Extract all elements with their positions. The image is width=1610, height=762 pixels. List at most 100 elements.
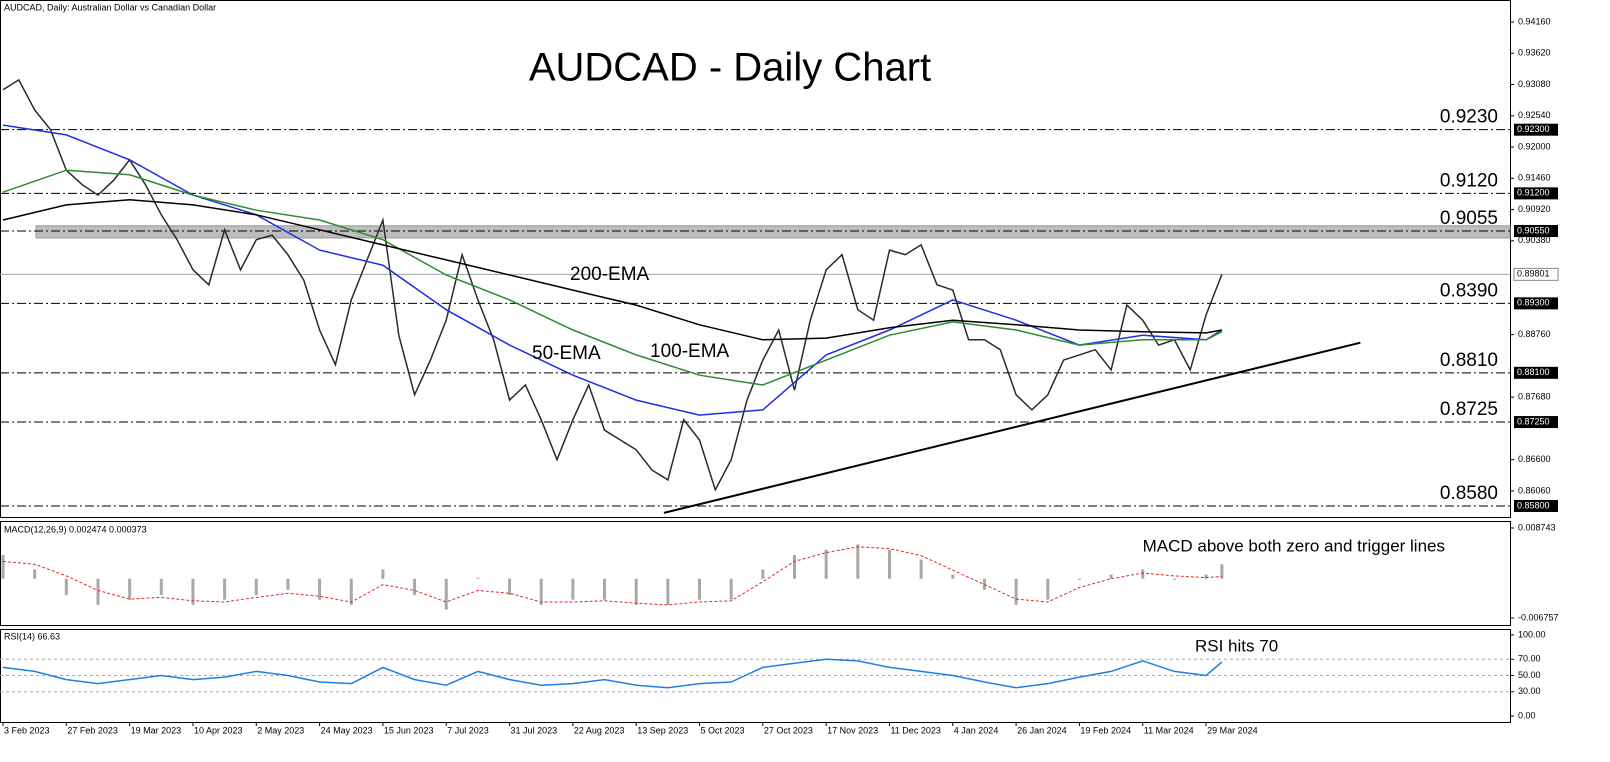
y-tick-label: 0.94160 xyxy=(1518,16,1551,26)
macd-bar xyxy=(824,549,828,579)
macd-bar xyxy=(919,559,923,579)
signal-line xyxy=(2,546,1222,606)
y-tick-label: 0.86060 xyxy=(1518,485,1551,495)
level-box xyxy=(1514,500,1558,512)
macd-bar xyxy=(476,577,480,579)
macd-bar xyxy=(33,569,37,579)
y-tick-label: 30.00 xyxy=(1518,686,1541,696)
panel-frame xyxy=(0,0,1511,518)
macd-bar xyxy=(349,578,353,605)
panel-frame xyxy=(0,521,1511,626)
macd-bar xyxy=(318,578,322,600)
level-box-label: 0.90550 xyxy=(1517,225,1550,235)
series-annotation: 200-EMA xyxy=(570,264,650,285)
y-tick-label: 0.91460 xyxy=(1518,173,1551,183)
chart-title: AUDCAD - Daily Chart xyxy=(529,46,931,90)
y-tick-label: 0.00 xyxy=(1518,710,1536,720)
macd-bar xyxy=(381,569,385,579)
macd-bar xyxy=(1141,569,1145,579)
series-line xyxy=(2,658,1223,689)
x-tick-label: 29 Mar 2024 xyxy=(1207,725,1258,735)
macd-bar xyxy=(191,578,195,605)
x-tick-label: 26 Jan 2024 xyxy=(1017,725,1067,735)
x-tick-label: 2 May 2023 xyxy=(257,725,304,735)
x-tick-label: 27 Oct 2023 xyxy=(764,725,813,735)
macd-bar xyxy=(1,554,5,579)
macd-bar xyxy=(1014,578,1018,605)
macd-bar xyxy=(96,578,100,605)
chart-subtitle: AUDCAD, Daily: Australian Dollar vs Cana… xyxy=(4,2,216,12)
level-box-label: 0.88100 xyxy=(1517,367,1550,377)
level-text: 0.9055 xyxy=(1440,208,1498,229)
macd-bar xyxy=(1109,574,1113,579)
macd-bar xyxy=(1220,564,1224,579)
trendline xyxy=(663,341,1361,514)
x-tick-label: 10 Apr 2023 xyxy=(194,725,243,735)
macd-bar xyxy=(666,578,670,605)
series-line xyxy=(2,169,1223,386)
level-box xyxy=(1514,366,1558,379)
x-tick-label: 22 Aug 2023 xyxy=(574,725,625,735)
macd-bar xyxy=(254,578,258,596)
rsi-note: RSI hits 70 xyxy=(1195,636,1278,655)
x-tick-label: 19 Mar 2023 xyxy=(131,725,182,735)
macd-bar xyxy=(571,578,575,600)
resistance-zone xyxy=(35,225,1511,239)
y-tick-label: 0.90380 xyxy=(1518,235,1551,245)
macd-bar xyxy=(413,578,417,596)
last-price-label: 0.89801 xyxy=(1517,269,1550,279)
level-text: 0.9120 xyxy=(1440,170,1498,191)
x-tick-label: 3 Feb 2023 xyxy=(4,725,50,735)
level-box-label: 0.85800 xyxy=(1517,500,1550,510)
y-tick-label: 70.00 xyxy=(1518,654,1541,664)
level-text: 0.9230 xyxy=(1440,107,1498,128)
y-tick-label: 0.93080 xyxy=(1518,79,1551,89)
macd-bar xyxy=(887,549,891,579)
y-tick-label: 50.00 xyxy=(1518,670,1541,680)
macd-bar xyxy=(698,578,702,600)
macd-bar xyxy=(223,578,227,600)
y-tick-label: 100.00 xyxy=(1518,629,1546,639)
level-box-label: 0.89300 xyxy=(1517,298,1550,308)
level-box xyxy=(1514,123,1558,136)
x-tick-label: 11 Dec 2023 xyxy=(890,725,940,735)
macd-bar xyxy=(539,578,543,605)
last-price-box xyxy=(1513,267,1559,281)
macd-bar xyxy=(1046,578,1050,600)
macd-bar xyxy=(128,578,132,600)
y-tick-label: 0.93620 xyxy=(1518,48,1551,58)
level-text: 0.8390 xyxy=(1440,280,1498,301)
series-annotation: 100-EMA xyxy=(650,341,730,362)
level-box-label: 0.91200 xyxy=(1517,188,1550,198)
y-tick-label: 0.008743 xyxy=(1518,522,1556,532)
level-box-label: 0.87250 xyxy=(1517,416,1550,426)
x-tick-label: 15 Jun 2023 xyxy=(384,725,434,735)
macd-bar xyxy=(729,578,733,600)
macd-bar xyxy=(761,569,765,579)
macd-title: MACD(12,26,9) 0.002474 0.000373 xyxy=(4,524,147,534)
macd-bar xyxy=(1204,574,1208,579)
y-tick-label: 0.86600 xyxy=(1518,454,1551,464)
level-box xyxy=(1514,416,1558,429)
level-box xyxy=(1514,225,1558,237)
x-tick-label: 31 Jul 2023 xyxy=(511,725,558,735)
x-tick-label: 4 Jan 2024 xyxy=(954,725,999,735)
macd-bar xyxy=(792,554,796,579)
level-box xyxy=(1514,297,1558,310)
macd-bar xyxy=(1172,578,1176,580)
y-tick-label: 0.87680 xyxy=(1518,392,1551,402)
y-tick-label: 0.92000 xyxy=(1518,141,1551,151)
macd-note: MACD above both zero and trigger lines xyxy=(1143,536,1445,555)
macd-bar xyxy=(1077,578,1081,580)
macd-bar xyxy=(951,574,955,579)
level-text: 0.8810 xyxy=(1440,350,1498,371)
x-tick-label: 19 Feb 2024 xyxy=(1080,725,1131,735)
series-line xyxy=(2,124,1223,416)
macd-bar xyxy=(856,544,860,579)
x-tick-label: 27 Feb 2023 xyxy=(67,725,118,735)
x-tick-label: 13 Sep 2023 xyxy=(637,725,688,735)
macd-bar xyxy=(64,578,68,596)
x-tick-label: 5 Oct 2023 xyxy=(701,725,745,735)
